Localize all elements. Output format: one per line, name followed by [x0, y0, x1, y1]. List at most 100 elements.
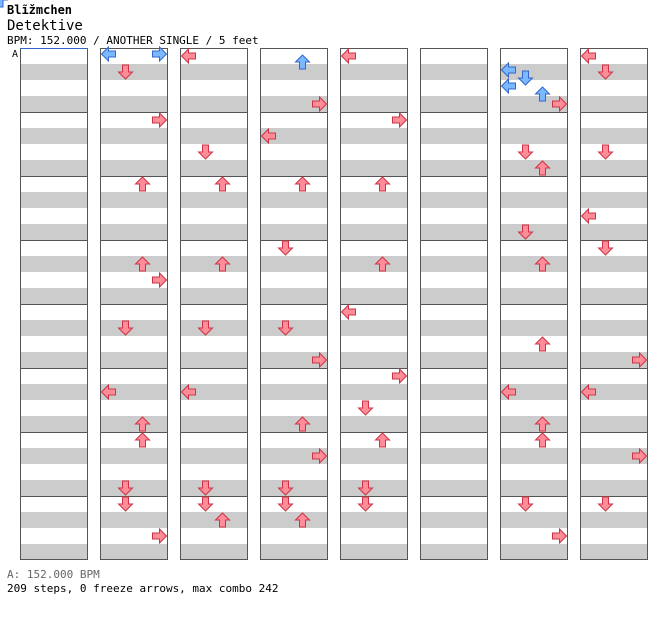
beat-stripe: [20, 352, 88, 368]
offbeat-arrow-right: [0, 0, 9, 8]
beat-stripe: [340, 96, 408, 112]
column-border: [340, 48, 408, 560]
beat-stripe: [420, 384, 488, 400]
step-arrow-down: [597, 64, 614, 80]
step-arrow-right: [312, 447, 328, 465]
step-arrow-down: [277, 480, 294, 496]
step-arrow-up: [374, 176, 391, 192]
beat-stripe: [180, 160, 248, 176]
offbeat-arrow-up: [294, 54, 311, 70]
beat-stripe: [580, 480, 648, 496]
beat-stripe: [420, 480, 488, 496]
beat-stripe: [580, 544, 648, 560]
step-arrow-right: [152, 271, 168, 289]
beat-stripe: [180, 480, 248, 496]
beat-stripe: [100, 128, 168, 144]
beat-stripe: [340, 416, 408, 432]
beat-stripe: [420, 256, 488, 272]
column-border: [180, 48, 248, 560]
beat-stripe: [20, 64, 88, 80]
beat-stripe: [580, 320, 648, 336]
step-arrow-left: [500, 383, 516, 401]
beat-stripe: [420, 352, 488, 368]
beat-stripe: [500, 352, 568, 368]
beat-stripe: [340, 352, 408, 368]
beat-stripe: [100, 64, 168, 80]
chart-column: [260, 48, 328, 560]
beat-stripe: [100, 384, 168, 400]
chart-column: [100, 48, 168, 560]
beat-stripe: [580, 256, 648, 272]
beat-stripe: [500, 448, 568, 464]
beat-stripe: [500, 256, 568, 272]
chart-column: [500, 48, 568, 560]
column-border: [100, 48, 168, 560]
step-arrow-up: [294, 176, 311, 192]
step-arrow-down: [197, 480, 214, 496]
step-arrow-left: [340, 47, 356, 65]
beat-stripe: [20, 512, 88, 528]
beat-stripe: [340, 128, 408, 144]
chart-meta: BPM: 152.000 / ANOTHER SINGLE / 5 feet: [7, 34, 259, 47]
beat-stripe: [500, 416, 568, 432]
step-arrow-right: [632, 447, 648, 465]
step-arrow-down: [277, 240, 294, 256]
beat-stripe: [180, 320, 248, 336]
offbeat-arrow-left: [500, 77, 516, 95]
step-arrow-left: [180, 383, 196, 401]
beat-stripe: [580, 352, 648, 368]
column-border: [260, 48, 328, 560]
beat-stripe: [20, 384, 88, 400]
beat-stripe: [180, 256, 248, 272]
beat-stripe: [500, 224, 568, 240]
song-title: Detektive: [7, 18, 83, 34]
beat-stripe: [340, 384, 408, 400]
beat-stripe: [580, 160, 648, 176]
step-arrow-down: [197, 496, 214, 512]
beat-stripe: [260, 64, 328, 80]
offbeat-arrow-left: [100, 45, 116, 63]
beat-stripe: [260, 544, 328, 560]
step-arrow-up: [214, 256, 231, 272]
offbeat-arrow-right: [152, 45, 168, 63]
beat-stripe: [420, 160, 488, 176]
beat-stripe: [340, 512, 408, 528]
beat-stripe: [340, 448, 408, 464]
step-arrow-up: [134, 432, 151, 448]
beat-stripe: [20, 96, 88, 112]
beat-stripe: [420, 512, 488, 528]
step-arrow-down: [517, 496, 534, 512]
offbeat-arrow-down: [517, 70, 534, 86]
beat-stripe: [180, 96, 248, 112]
beat-stripe: [180, 128, 248, 144]
step-arrow-left: [580, 207, 596, 225]
beat-stripe: [180, 64, 248, 80]
chart-column: [180, 47, 248, 560]
step-arrow-right: [312, 95, 328, 113]
step-arrow-down: [597, 496, 614, 512]
step-arrow-down: [277, 320, 294, 336]
step-arrow-left: [580, 383, 596, 401]
step-arrow-left: [180, 47, 196, 65]
beat-stripe: [180, 224, 248, 240]
beat-stripe: [260, 96, 328, 112]
beat-stripe: [340, 288, 408, 304]
beat-stripe: [420, 192, 488, 208]
step-arrow-down: [357, 496, 374, 512]
beat-stripe: [500, 64, 568, 80]
step-arrow-right: [312, 351, 328, 369]
beat-stripe: [420, 64, 488, 80]
beat-stripe: [580, 224, 648, 240]
step-arrow-left: [340, 303, 356, 321]
beat-stripe: [180, 288, 248, 304]
step-arrow-up: [134, 416, 151, 432]
column-border: [420, 48, 488, 560]
beat-stripe: [500, 128, 568, 144]
beat-stripe: [100, 96, 168, 112]
step-arrow-down: [197, 144, 214, 160]
step-arrow-right: [152, 111, 168, 129]
beat-stripe: [20, 160, 88, 176]
beat-stripe: [20, 480, 88, 496]
beat-stripe: [580, 288, 648, 304]
